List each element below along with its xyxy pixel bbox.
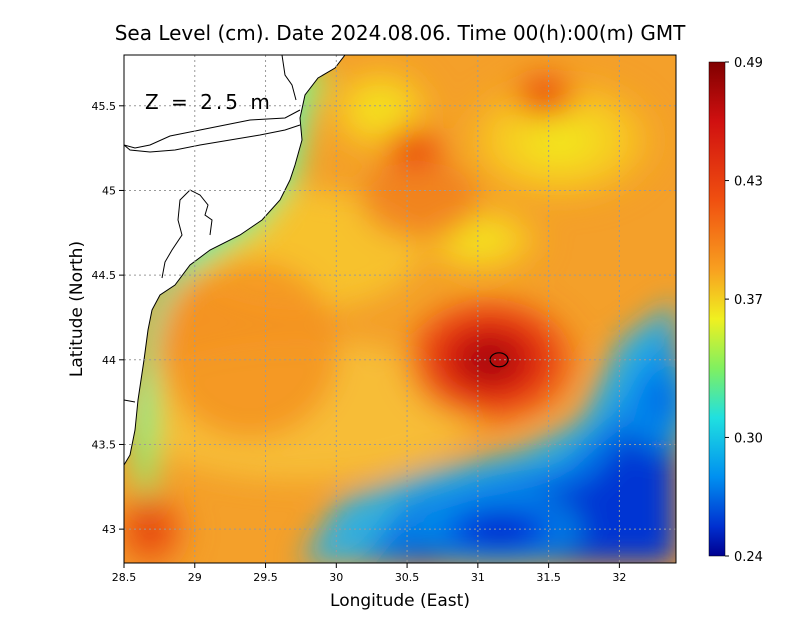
colorbar-tick-label: 0.30: [734, 431, 763, 446]
y-tick-label: 44: [102, 354, 116, 367]
x-tick-label: 31.5: [536, 571, 561, 584]
max-contour-marker: [489, 352, 509, 368]
y-tick-label: 45.5: [92, 100, 117, 113]
x-axis-ticks: 28.5 29 29.5 30 30.5 31 31.5 32: [112, 563, 626, 584]
y-tick-label: 44.5: [92, 269, 117, 282]
y-axis-label: Latitude (North): [67, 241, 87, 377]
lake-outline: [124, 109, 301, 153]
y-tick-label: 43: [102, 523, 116, 536]
colorbar-tick-label: 0.37: [734, 293, 763, 308]
colorbar-tick-label: 0.43: [734, 175, 763, 190]
y-tick-label: 43.5: [92, 438, 117, 451]
colorbar: [708, 61, 726, 557]
coastline: [124, 55, 346, 466]
sea-level-field: [124, 55, 676, 563]
river-outline: [124, 55, 297, 403]
x-axis-label: Longitude (East): [330, 591, 470, 611]
x-tick-label: 32: [612, 571, 626, 584]
colorbar-tick-label: 0.24: [734, 550, 763, 565]
x-tick-label: 28.5: [112, 571, 137, 584]
y-tick-label: 45: [102, 184, 116, 197]
x-tick-label: 30.5: [395, 571, 420, 584]
x-tick-label: 30: [329, 571, 343, 584]
y-axis-ticks: 43 43.5 44 44.5 45 45.5: [92, 100, 124, 536]
grid-lines: [124, 55, 676, 563]
chart-title: Sea Level (cm). Date 2024.08.06. Time 00…: [115, 21, 686, 45]
land-area: [124, 55, 345, 465]
x-tick-label: 29.5: [253, 571, 278, 584]
plot-frame: [123, 54, 677, 564]
x-tick-label: 31: [471, 571, 485, 584]
colorbar-ticks: 0.49 0.43 0.37 0.30 0.24: [725, 56, 763, 565]
colorbar-tick-label: 0.49: [734, 56, 763, 71]
x-tick-label: 29: [188, 571, 202, 584]
depth-annotation: Z = 2.5 m: [145, 90, 273, 114]
estuary-outline: [161, 189, 213, 279]
